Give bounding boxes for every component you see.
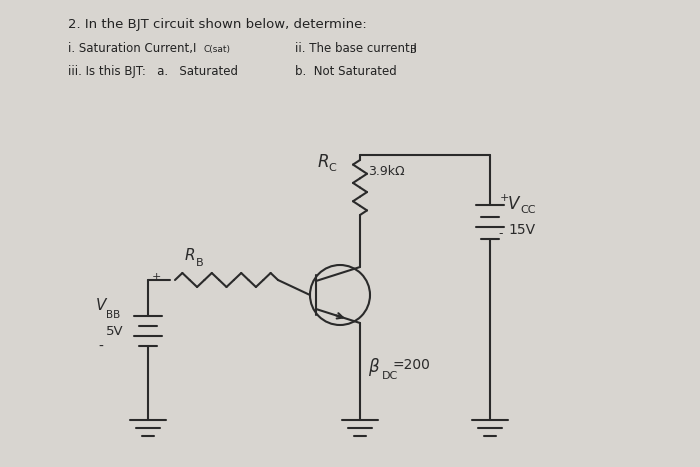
Text: R: R — [318, 153, 330, 171]
Text: =200: =200 — [392, 358, 430, 372]
Text: ii. The base current,I: ii. The base current,I — [295, 42, 417, 55]
Text: B: B — [196, 258, 204, 268]
Text: R: R — [185, 248, 195, 263]
Text: 2. In the BJT circuit shown below, determine:: 2. In the BJT circuit shown below, deter… — [68, 18, 367, 31]
Text: iii. Is this BJT:   a.   Saturated: iii. Is this BJT: a. Saturated — [68, 65, 238, 78]
Text: B: B — [410, 45, 416, 55]
Text: CC: CC — [520, 205, 536, 215]
Text: -: - — [498, 227, 503, 240]
Text: 15V: 15V — [508, 223, 535, 237]
Text: +: + — [152, 272, 162, 282]
Text: 5V: 5V — [106, 325, 124, 338]
Text: i. Saturation Current,I: i. Saturation Current,I — [68, 42, 197, 55]
Text: β: β — [368, 358, 379, 376]
Text: V: V — [96, 298, 106, 313]
Text: 3.9kΩ: 3.9kΩ — [368, 165, 405, 178]
Text: +: + — [500, 193, 510, 203]
Text: -: - — [98, 340, 103, 354]
Text: b.  Not Saturated: b. Not Saturated — [295, 65, 397, 78]
Text: BB: BB — [106, 310, 120, 320]
Text: DC: DC — [382, 371, 398, 381]
Text: C: C — [328, 163, 336, 173]
Text: V: V — [508, 195, 519, 213]
Text: C(sat): C(sat) — [203, 45, 230, 54]
